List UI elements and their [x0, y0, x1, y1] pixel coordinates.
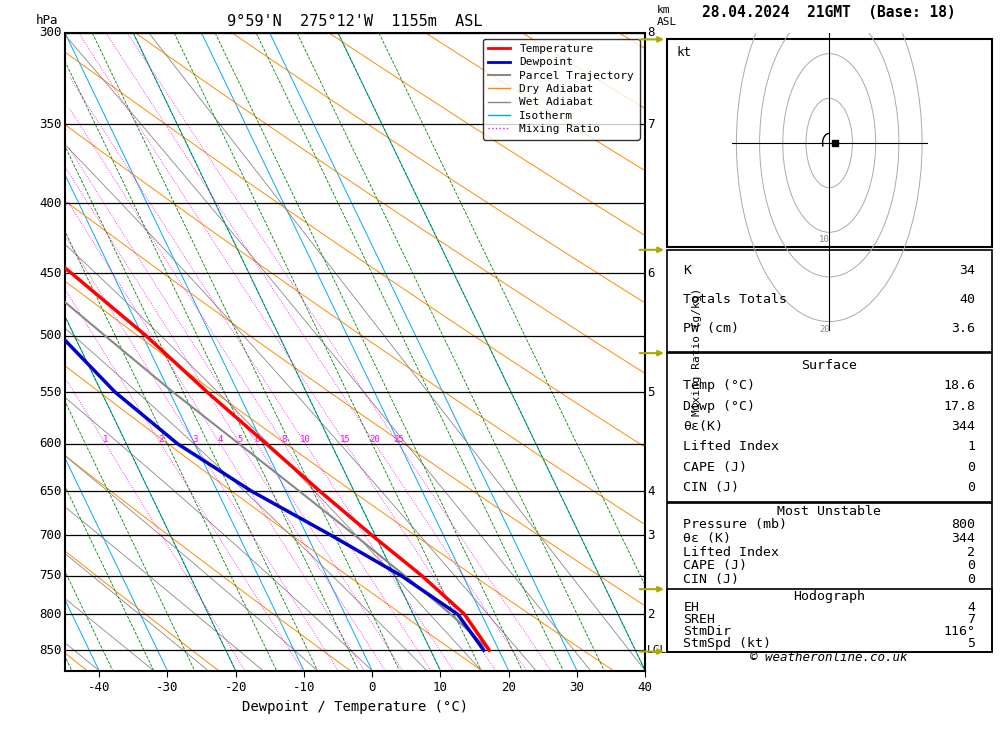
Text: StmDir: StmDir	[683, 625, 731, 638]
Text: 300: 300	[39, 26, 62, 40]
Legend: Temperature, Dewpoint, Parcel Trajectory, Dry Adiabat, Wet Adiabat, Isotherm, Mi: Temperature, Dewpoint, Parcel Trajectory…	[483, 39, 640, 140]
Text: 0: 0	[967, 481, 975, 494]
Text: CIN (J): CIN (J)	[683, 481, 739, 494]
Text: Lifted Index: Lifted Index	[683, 441, 779, 453]
Text: 400: 400	[39, 197, 62, 210]
Text: SREH: SREH	[683, 614, 715, 626]
Text: 7: 7	[967, 614, 975, 626]
Text: PW (cm): PW (cm)	[683, 322, 739, 335]
Text: CIN (J): CIN (J)	[683, 573, 739, 586]
Text: Pressure (mb): Pressure (mb)	[683, 518, 787, 531]
Text: 344: 344	[951, 420, 975, 433]
Text: © weatheronline.co.uk: © weatheronline.co.uk	[750, 652, 908, 664]
Text: hPa: hPa	[36, 14, 58, 26]
Text: 2: 2	[158, 435, 163, 443]
Text: 344: 344	[951, 532, 975, 545]
Text: 17.8: 17.8	[943, 399, 975, 413]
Text: 20: 20	[819, 325, 830, 334]
Text: 750: 750	[39, 570, 62, 583]
Text: 350: 350	[39, 118, 62, 130]
Text: 3.6: 3.6	[951, 322, 975, 335]
Text: 4: 4	[967, 602, 975, 614]
Text: θε (K): θε (K)	[683, 532, 731, 545]
Text: 450: 450	[39, 267, 62, 280]
Text: 20: 20	[370, 435, 380, 443]
Text: 18.6: 18.6	[943, 379, 975, 392]
X-axis label: Dewpoint / Temperature (°C): Dewpoint / Temperature (°C)	[242, 700, 468, 714]
Text: 5: 5	[967, 637, 975, 650]
Text: 850: 850	[39, 644, 62, 657]
Text: Hodograph: Hodograph	[793, 590, 865, 603]
Text: 6: 6	[254, 435, 260, 443]
Bar	[667, 40, 992, 246]
Bar	[667, 353, 992, 501]
Text: km
ASL: km ASL	[657, 5, 677, 26]
Text: 3: 3	[647, 528, 655, 542]
Text: 28.04.2024  21GMT  (Base: 18): 28.04.2024 21GMT (Base: 18)	[702, 5, 956, 21]
Text: 34: 34	[959, 264, 975, 277]
Text: 5: 5	[647, 386, 655, 399]
Text: 0: 0	[967, 559, 975, 572]
Text: 2: 2	[967, 546, 975, 559]
Text: 6: 6	[647, 267, 655, 280]
Text: Most Unstable: Most Unstable	[777, 505, 881, 517]
Text: CAPE (J): CAPE (J)	[683, 460, 747, 474]
Text: kt: kt	[677, 45, 692, 59]
Text: 650: 650	[39, 485, 62, 498]
Text: 0: 0	[967, 460, 975, 474]
Bar	[667, 250, 992, 352]
Text: Lifted Index: Lifted Index	[683, 546, 779, 559]
Bar	[667, 589, 992, 652]
Text: Surface: Surface	[801, 359, 857, 372]
Text: 800: 800	[39, 608, 62, 621]
Text: 1: 1	[103, 435, 108, 443]
Text: 25: 25	[393, 435, 404, 443]
Text: 10: 10	[819, 235, 830, 245]
Text: 800: 800	[951, 518, 975, 531]
Text: 3: 3	[192, 435, 198, 443]
Text: 15: 15	[340, 435, 351, 443]
Text: CAPE (J): CAPE (J)	[683, 559, 747, 572]
Text: 8: 8	[281, 435, 287, 443]
Text: 700: 700	[39, 528, 62, 542]
Text: 500: 500	[39, 329, 62, 342]
Text: EH: EH	[683, 602, 699, 614]
Bar	[667, 503, 992, 652]
Text: 1: 1	[967, 441, 975, 453]
Text: 5: 5	[237, 435, 243, 443]
Text: θε(K): θε(K)	[683, 420, 723, 433]
Text: 10: 10	[300, 435, 311, 443]
Text: Dewp (°C): Dewp (°C)	[683, 399, 755, 413]
Text: K: K	[683, 264, 691, 277]
Text: 600: 600	[39, 438, 62, 450]
Text: 116°: 116°	[943, 625, 975, 638]
Text: 40: 40	[959, 293, 975, 306]
Text: 4: 4	[647, 485, 655, 498]
Text: 550: 550	[39, 386, 62, 399]
Text: Totals Totals: Totals Totals	[683, 293, 787, 306]
Text: LCL: LCL	[647, 645, 668, 655]
Text: 8: 8	[647, 26, 655, 40]
Text: 0: 0	[967, 573, 975, 586]
Text: 7: 7	[647, 118, 655, 130]
Text: Temp (°C): Temp (°C)	[683, 379, 755, 392]
Text: Mixing Ratio (g/kg): Mixing Ratio (g/kg)	[692, 288, 702, 416]
Text: 2: 2	[647, 608, 655, 621]
Text: StmSpd (kt): StmSpd (kt)	[683, 637, 771, 650]
Text: 4: 4	[217, 435, 223, 443]
Title: 9°59'N  275°12'W  1155m  ASL: 9°59'N 275°12'W 1155m ASL	[227, 14, 483, 29]
